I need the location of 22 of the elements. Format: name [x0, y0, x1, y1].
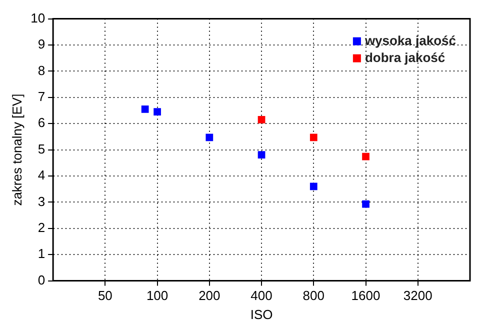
y-axis-title: zakres tonalny [EV] — [9, 94, 24, 206]
x-axis-title: ISO — [250, 306, 273, 322]
y-tick-label: 10 — [30, 10, 46, 26]
y-tick-label: 5 — [38, 141, 46, 156]
y-tick-label: 7 — [38, 88, 46, 104]
y-tick-label: 4 — [38, 168, 46, 183]
x-tick-label: 3200 — [403, 288, 432, 304]
x-tick-label: 100 — [146, 288, 168, 304]
x-tick-label: 50 — [98, 288, 112, 304]
legend-label: wysoka jakość — [364, 32, 456, 48]
y-tick-label: 9 — [38, 36, 46, 52]
y-tick-label: 6 — [38, 115, 46, 130]
y-tick-label: 2 — [38, 220, 46, 235]
y-tick-label: 1 — [38, 246, 46, 262]
x-tick-label: 400 — [250, 288, 272, 304]
x-tick-label: 200 — [198, 288, 220, 304]
y-tick-label: 3 — [38, 194, 46, 209]
legend-label: dobra jakość — [364, 50, 446, 65]
y-tick-label: 0 — [38, 272, 46, 288]
y-tick-label: 8 — [38, 62, 46, 78]
x-tick-label: 1600 — [351, 288, 380, 304]
x-tick-label: 800 — [302, 288, 324, 304]
